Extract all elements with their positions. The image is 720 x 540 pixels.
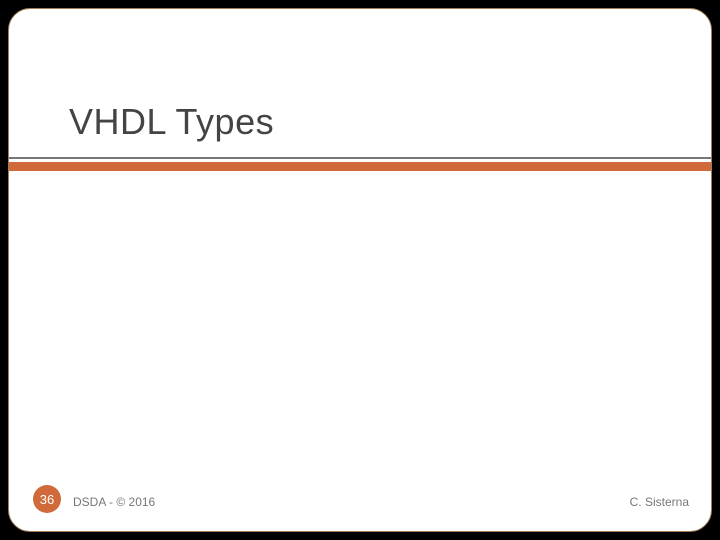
page-number-badge: 36 [33, 485, 61, 513]
slide-title: VHDL Types [69, 101, 274, 143]
underline-orange [9, 162, 711, 171]
footer-author: C. Sisterna [630, 495, 689, 509]
footer-copyright: DSDA - © 2016 [73, 495, 155, 509]
slide-frame: VHDL Types 36 DSDA - © 2016 C. Sisterna [8, 8, 712, 532]
page-number: 36 [40, 492, 54, 507]
title-underline [9, 157, 711, 171]
